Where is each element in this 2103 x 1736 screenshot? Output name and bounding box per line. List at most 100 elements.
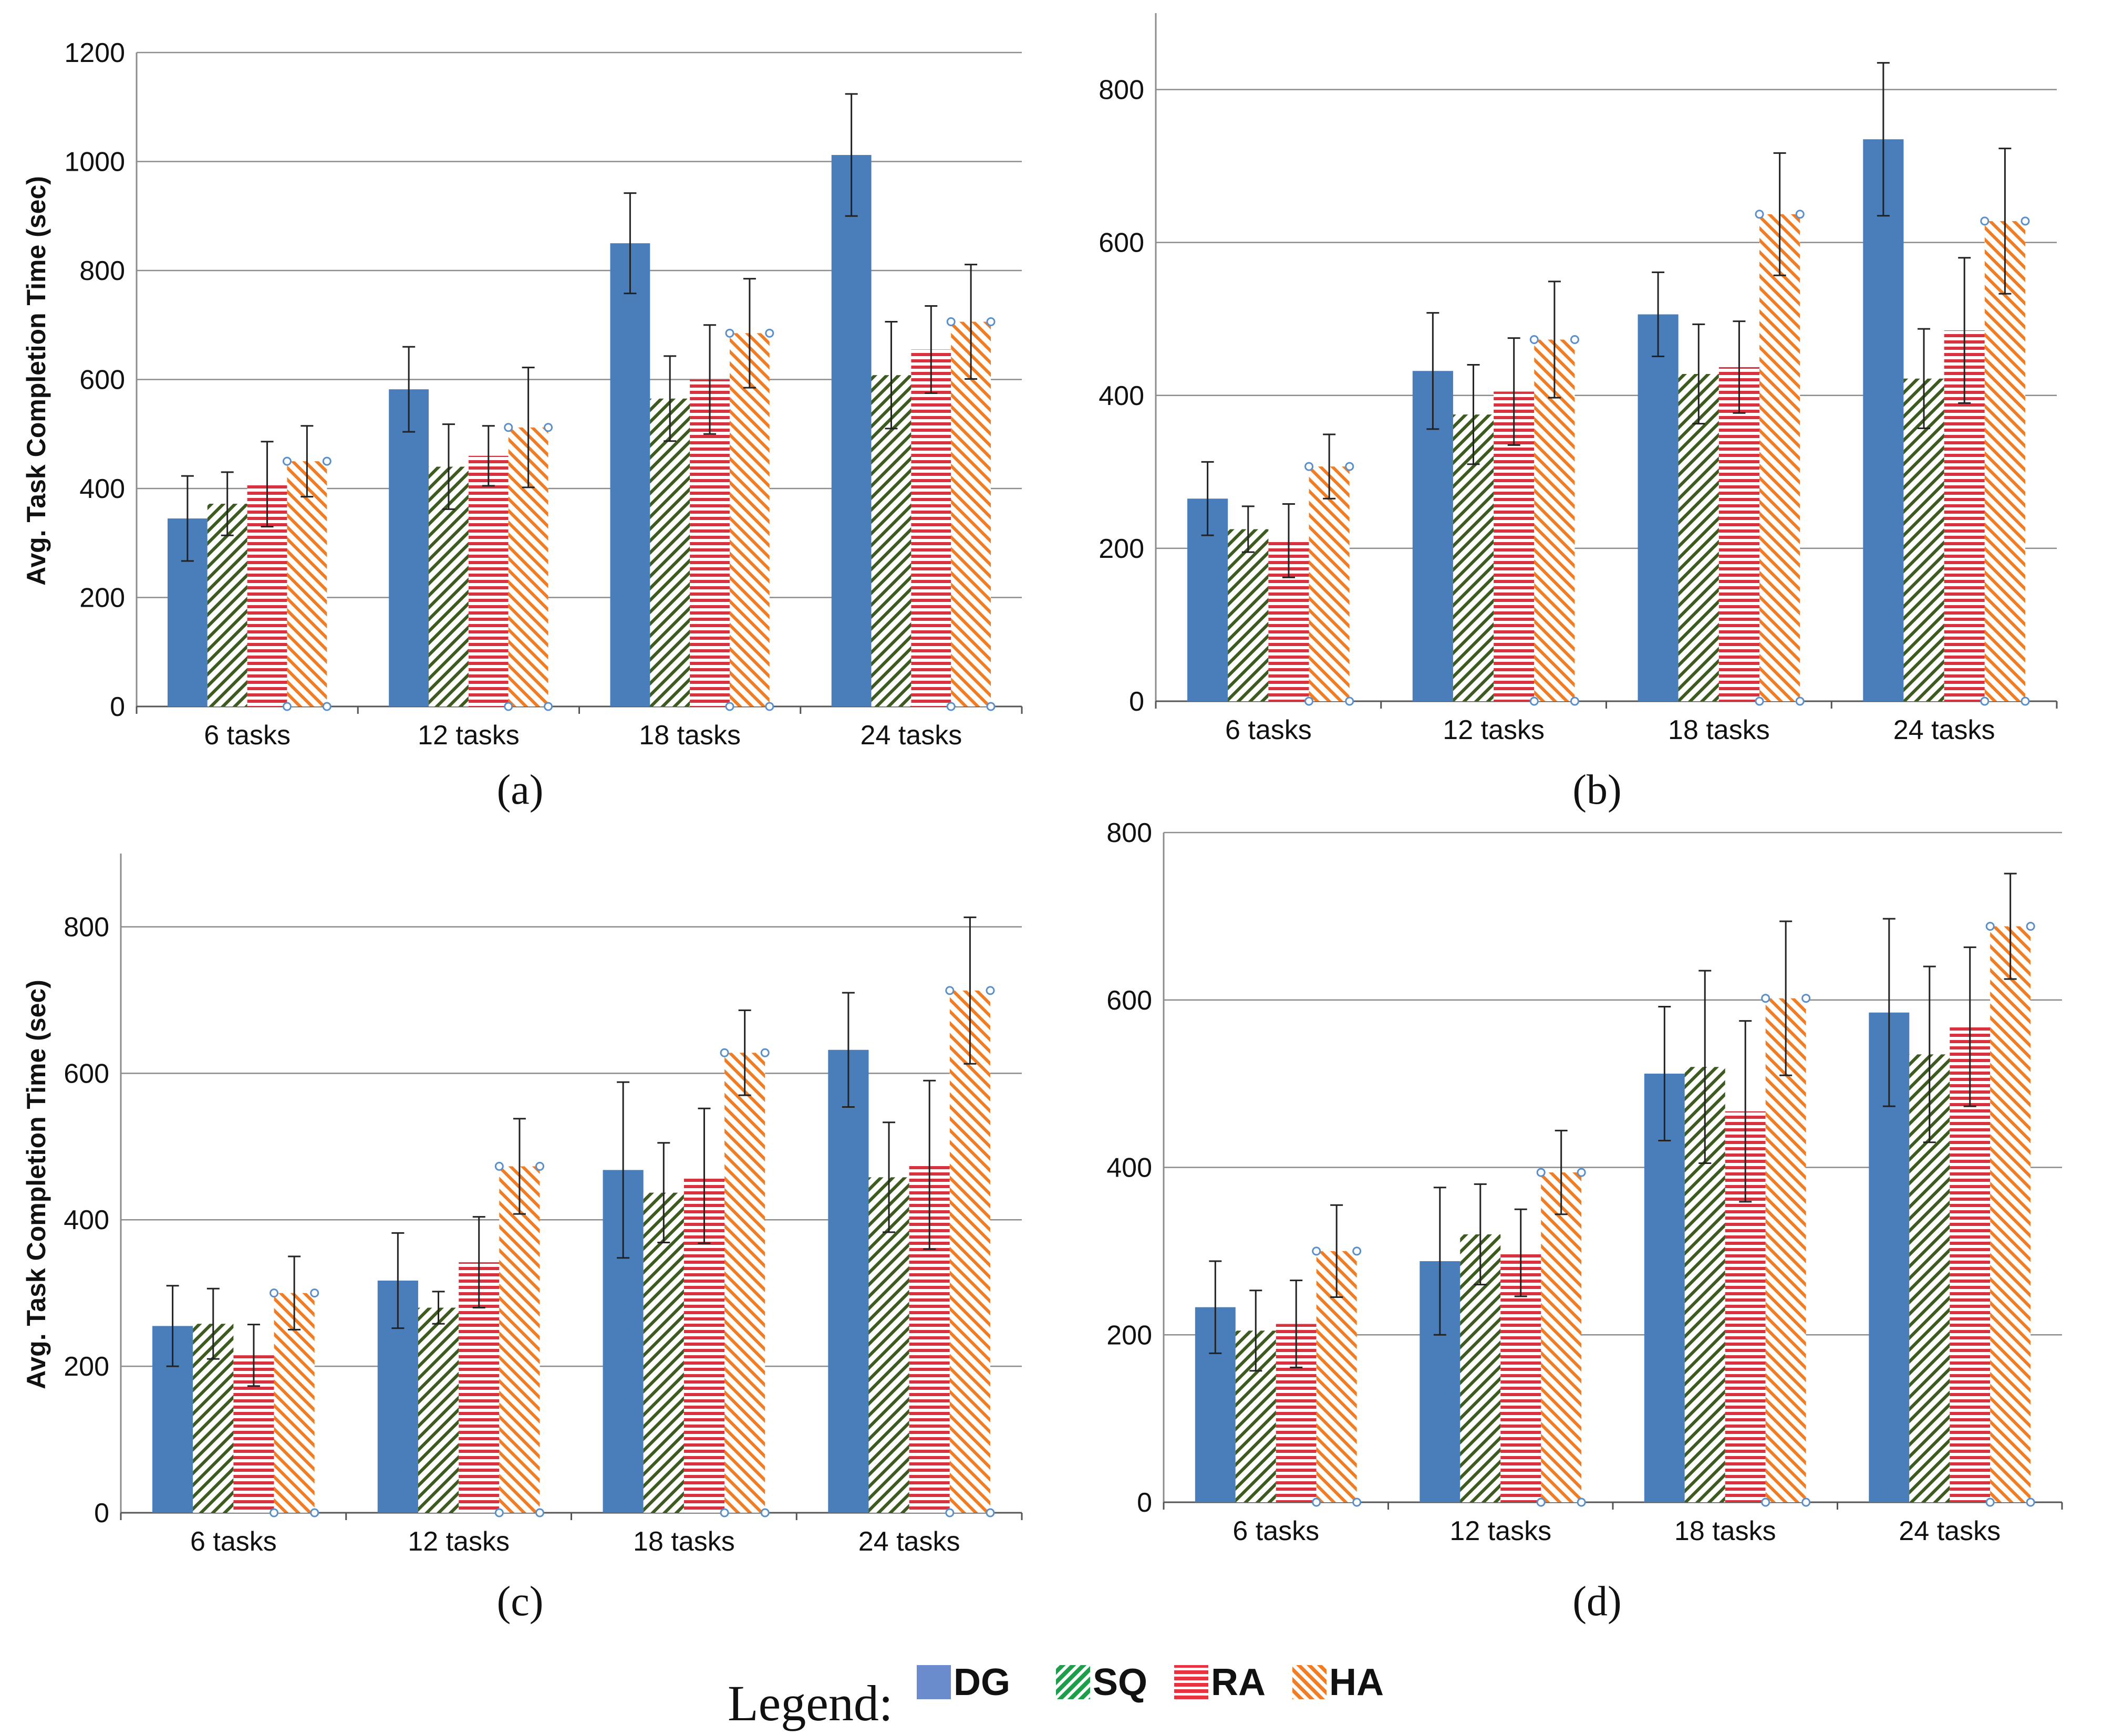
selection-handle [544, 423, 553, 432]
bar-ra-24-tasks [911, 349, 951, 706]
bar-ha-6-tasks [1309, 466, 1350, 701]
selection-handle [986, 702, 996, 711]
selection-handle [282, 456, 292, 466]
y-tick-label: 0 [1129, 687, 1144, 717]
selection-handle [1570, 697, 1579, 706]
bar-dg-24-tasks [828, 1049, 869, 1513]
bar-sq-18-tasks [643, 1192, 684, 1513]
selection-handle [535, 1508, 544, 1517]
y-tick-label: 0 [110, 692, 125, 722]
y-tick-label: 400 [64, 1205, 109, 1235]
y-tick-label: 600 [1106, 985, 1152, 1016]
selection-handle [1536, 1168, 1546, 1177]
bar-dg-12-tasks [389, 389, 429, 706]
selection-handle [1755, 210, 1764, 219]
selection-handle [945, 1508, 955, 1517]
bar-dg-18-tasks [1644, 1074, 1685, 1502]
selection-handle [765, 328, 774, 338]
selection-handle [1312, 1498, 1321, 1507]
bar-dg-24-tasks [1863, 139, 1904, 702]
selection-handle [310, 1288, 319, 1298]
selection-handle [2026, 1498, 2035, 1507]
selection-handle [322, 456, 331, 466]
x-category-label: 12 tasks [408, 1526, 510, 1557]
legend-swatch-sq [1056, 1665, 1090, 1699]
selection-handle [1801, 1498, 1811, 1507]
bar-ha-24-tasks [1984, 221, 2025, 701]
legend: Legend: DG SQ RA HA [728, 1661, 1384, 1731]
x-category-label: 6 tasks [204, 720, 291, 751]
chart-panel-b: 0 200 400 600 800 6 tasks 12 tasks 18 tasks 24 t… [1099, 13, 2058, 745]
bar-sq-18-tasks [650, 398, 690, 706]
y-tick-label: 0 [1137, 1488, 1152, 1518]
y-tick-label: 400 [1106, 1153, 1152, 1183]
selection-handle [535, 1161, 544, 1171]
selection-handle [725, 328, 734, 338]
selection-handle [494, 1508, 504, 1517]
x-category-label: 18 tasks [1668, 715, 1770, 745]
panel-label-d: (d) [1572, 1578, 1621, 1625]
x-category-label: 12 tasks [1449, 1516, 1551, 1546]
bar-ha-12-tasks [499, 1166, 540, 1513]
bar-ha-18-tasks [729, 333, 770, 706]
selection-handle [1529, 335, 1539, 345]
selection-handle [322, 702, 331, 711]
selection-handle [1352, 1498, 1362, 1507]
selection-handle [504, 423, 513, 432]
bar-dg-24-tasks [831, 155, 872, 706]
selection-handle [720, 1508, 729, 1517]
bar-ha-12-tasks [1541, 1172, 1582, 1502]
x-category-label: 18 tasks [1674, 1516, 1776, 1546]
y-tick-label: 200 [1099, 534, 1144, 564]
x-category-label: 18 tasks [633, 1526, 735, 1557]
y-tick-label: 800 [64, 912, 109, 942]
x-category-label: 24 tasks [1899, 1516, 2001, 1546]
selection-handle [282, 702, 292, 711]
selection-handle [2021, 216, 2030, 226]
bar-ra-12-tasks [468, 455, 509, 706]
selection-handle [1985, 922, 1995, 931]
bar-sq-24-tasks [871, 375, 911, 706]
selection-handle [1536, 1498, 1546, 1507]
y-tick-label: 800 [1106, 818, 1152, 848]
panel-label-a: (a) [497, 767, 544, 813]
chart-panel-a: 0 200 400 600 800 1000 1200 Avg. Task Completio… [22, 38, 1023, 751]
y-tick-label: 0 [94, 1498, 109, 1529]
bar-sq-6-tasks [207, 504, 247, 706]
bar-ra-18-tasks [1718, 367, 1760, 701]
selection-handle [765, 702, 774, 711]
selection-handle [945, 986, 955, 995]
bar-ha-24-tasks [1990, 926, 2031, 1502]
x-category-label: 24 tasks [861, 720, 962, 751]
bar-sq-24-tasks [1903, 378, 1944, 701]
selection-handle [1755, 697, 1764, 706]
legend-label-ha: HA [1329, 1661, 1384, 1703]
bar-ha-12-tasks [1534, 339, 1575, 701]
y-tick-label: 600 [1099, 228, 1144, 258]
panel-label-b: (b) [1572, 767, 1621, 813]
selection-handle [270, 1508, 279, 1517]
selection-handle [986, 317, 996, 327]
legend-label-ra: RA [1211, 1661, 1266, 1703]
selection-handle [1352, 1246, 1362, 1256]
y-tick-label: 1200 [64, 38, 125, 68]
selection-handle [760, 1508, 770, 1517]
selection-handle [986, 1508, 995, 1517]
selection-handle [1304, 462, 1314, 471]
selection-handle [2026, 922, 2035, 931]
y-tick-label: 600 [79, 365, 125, 396]
bar-ha-18-tasks [1765, 998, 1806, 1502]
selection-handle [270, 1288, 279, 1298]
y-axis-label: Avg. Task Completion Time (sec) [22, 176, 51, 586]
selection-handle [1795, 697, 1805, 706]
x-category-label: 12 tasks [418, 720, 520, 751]
y-tick-label: 800 [79, 256, 125, 286]
selection-handle [1980, 216, 1990, 226]
selection-handle [1312, 1246, 1321, 1256]
selection-handle [946, 702, 956, 711]
legend-label-sq: SQ [1093, 1661, 1147, 1703]
selection-handle [760, 1048, 770, 1057]
selection-handle [720, 1048, 729, 1057]
selection-handle [1529, 697, 1539, 706]
